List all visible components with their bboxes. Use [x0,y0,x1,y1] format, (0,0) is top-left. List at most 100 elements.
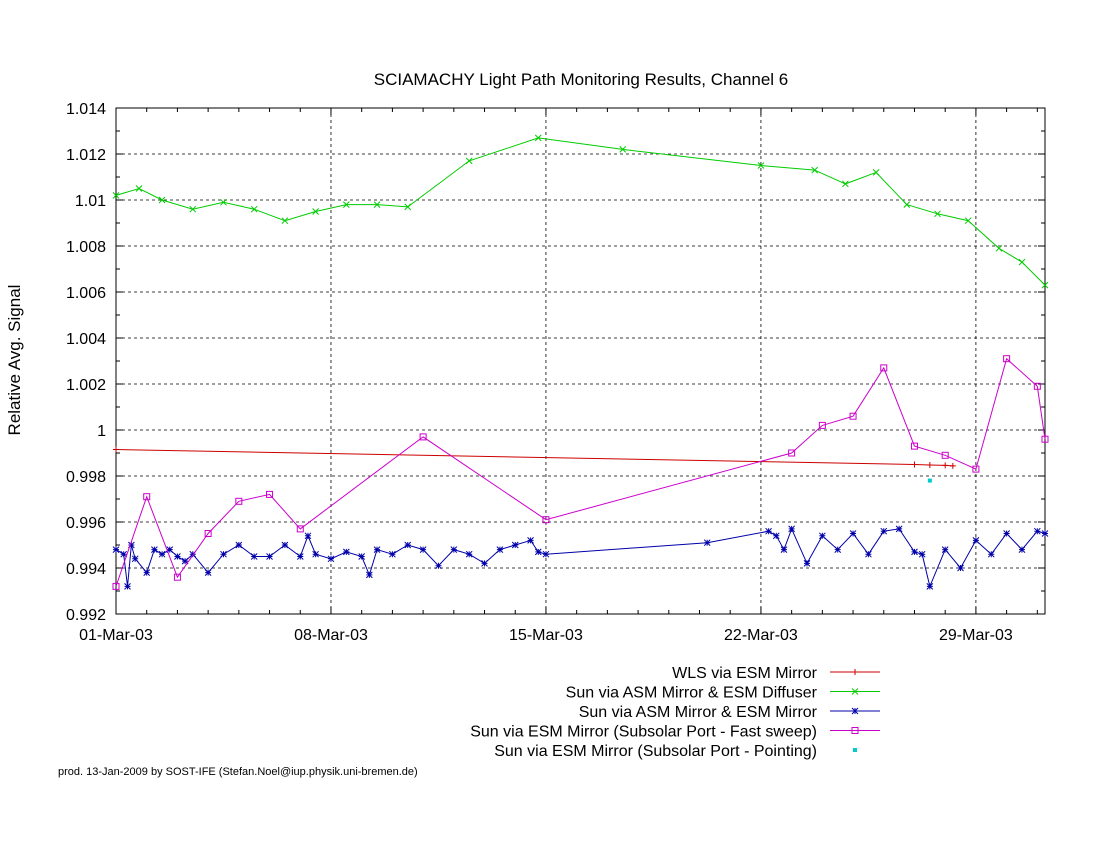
legend-label: WLS via ESM Mirror [672,665,818,682]
data-point [327,555,335,563]
data-point [527,537,534,544]
data-point [895,525,903,533]
series-lines [112,134,1049,590]
series-group [927,478,932,483]
data-point [1041,530,1049,537]
data-point [204,569,212,576]
data-point [949,462,956,469]
data-point [235,497,243,505]
data-point [851,727,859,734]
series-group [113,446,956,469]
data-point [151,546,158,553]
data-point [926,583,934,590]
data-point [542,550,550,558]
y-tick-label: 1.004 [66,331,106,348]
data-point [404,203,412,211]
data-point [1003,355,1011,363]
data-point [865,550,872,558]
data-point [220,198,227,206]
y-tick-label: 1.01 [75,193,106,210]
data-point [435,562,442,570]
data-point [849,530,857,537]
x-tick-label: 08-Mar-03 [294,627,368,644]
data-point [542,516,550,524]
data-point [964,217,972,225]
data-point [281,541,289,549]
legend-label: Sun via ESM Mirror (Subsolar Port - Poin… [494,743,817,760]
data-point [112,546,120,553]
data-point [220,550,227,558]
data-point [534,548,542,556]
data-point [450,546,458,553]
data-point [373,546,381,553]
data-point [166,546,174,553]
data-point [853,748,857,752]
y-tick-label: 0.994 [66,561,106,578]
data-point [120,550,128,558]
data-point [266,553,273,560]
y-tick-label: 0.996 [66,515,106,532]
data-point [112,192,120,199]
y-tick-label: 1.012 [66,147,106,164]
y-axis-label: Relative Avg. Signal [5,285,24,436]
data-point [112,582,120,590]
series-line [115,449,953,467]
data-point [135,185,143,192]
legend-label: Sun via ESM Mirror (Subsolar Port - Fast… [470,724,817,741]
data-point [703,539,711,547]
data-point [927,478,932,483]
series-group [112,134,1049,289]
data-point [880,364,888,372]
data-point [811,166,819,174]
y-tick-label: 1.006 [66,285,106,302]
data-point [910,442,918,450]
data-point [942,462,949,469]
data-point [872,169,880,176]
data-point [934,210,941,218]
data-point [851,688,859,695]
x-tick-label: 29-Mar-03 [939,627,1013,644]
footer-credit: prod. 13-Jan-2009 by SOST-IFE (Stefan.No… [58,766,418,778]
data-point [818,421,826,429]
data-point [772,532,780,540]
data-point [803,560,811,567]
data-point [957,564,964,572]
data-point [972,537,980,544]
data-point [296,553,304,560]
y-tick-label: 0.992 [66,607,106,624]
data-point [1041,281,1049,289]
data-point [158,196,166,204]
plot-frame [115,107,1046,615]
legend: WLS via ESM Mirror Sun via ASM Mirror & E… [470,665,880,760]
data-point [987,550,995,558]
data-point [131,555,139,563]
series-group [112,355,1049,590]
data-point [189,550,197,558]
data-point [842,180,849,188]
data-point [124,583,131,590]
x-tick-label: 15-Mar-03 [509,627,583,644]
data-point [342,201,350,208]
data-point [366,571,373,579]
y-tick-label: 1 [97,423,106,440]
data-point [780,546,788,553]
data-point [834,546,842,553]
data-point [312,208,319,215]
data-point [481,560,488,567]
data-point [851,707,859,715]
data-point [757,162,765,169]
data-point [1018,546,1026,553]
data-point [189,205,197,213]
data-point [972,465,980,473]
data-point [250,205,258,213]
data-point [818,532,826,540]
data-point [852,669,858,675]
data-point [250,553,258,560]
y-tick-label: 1.014 [66,101,106,118]
y-tick-label: 1.002 [66,377,106,394]
chart-title: SCIAMACHY Light Path Monitoring Results,… [374,70,789,89]
x-tick-label: 22-Mar-03 [724,627,798,644]
series-line [115,137,1046,286]
data-point [1018,258,1026,266]
